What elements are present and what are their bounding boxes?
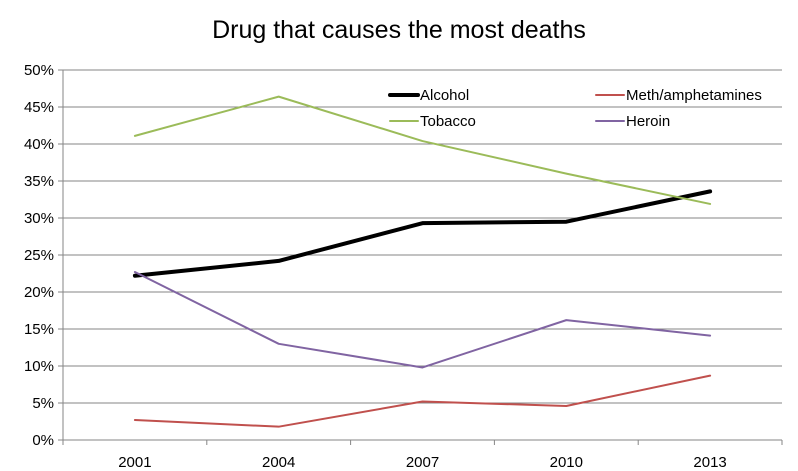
x-tick-label: 2010 [550, 454, 583, 471]
y-tick-label: 50% [24, 62, 54, 79]
series-lines [132, 95, 713, 428]
legend-label-alcohol: Alcohol [420, 87, 469, 104]
legend-label-tobacco: Tobacco [420, 113, 476, 130]
y-tick-label: 45% [24, 99, 54, 116]
y-tick-label: 15% [24, 321, 54, 338]
series-line-alcohol [132, 189, 713, 278]
x-tick-label: 2001 [118, 454, 151, 471]
x-tick-label: 2013 [693, 454, 726, 471]
x-tick-label: 2007 [406, 454, 439, 471]
y-tick-label: 35% [24, 173, 54, 190]
series-line-tobacco [133, 95, 712, 205]
y-tick-label: 20% [24, 284, 54, 301]
series-line-meth-amphetamines [133, 374, 712, 428]
gridlines [63, 69, 782, 404]
x-tick-label: 2004 [262, 454, 295, 471]
y-tick-label: 10% [24, 358, 54, 375]
legend-label-meth-amphetamines: Meth/amphetamines [626, 87, 762, 104]
legend-label-heroin: Heroin [626, 113, 670, 130]
y-tick-label: 0% [32, 432, 54, 449]
y-tick-label: 40% [24, 136, 54, 153]
series-line-heroin [133, 271, 712, 369]
legend: Alcohol Meth/amphetamines Tobacco Heroin [388, 87, 762, 130]
axes: 0% 5% 10% 15% 20% 25% 30% 35% 40% 45% 50% 2001 2004 2… [24, 62, 783, 471]
y-tick-label: 25% [24, 247, 54, 264]
y-tick-label: 5% [32, 395, 54, 412]
chart-title: Drug that causes the most deaths [212, 16, 586, 44]
y-tick-label: 30% [24, 210, 54, 227]
